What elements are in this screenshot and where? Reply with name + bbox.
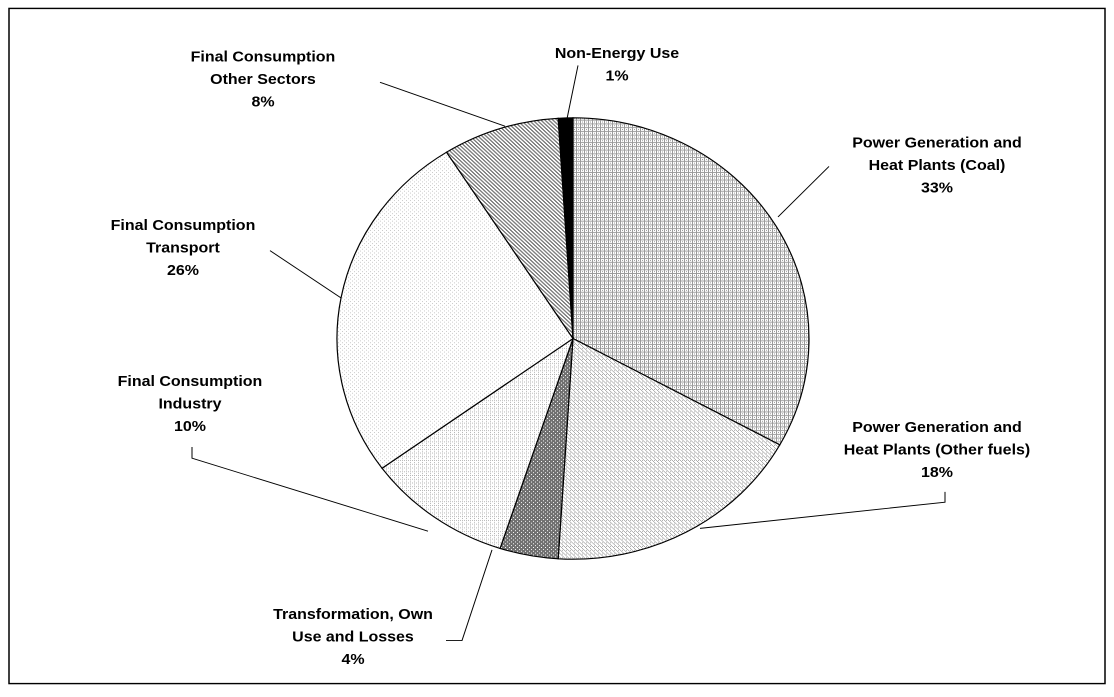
- leader-line: [566, 65, 579, 119]
- slice-label: Transformation, Own Use and Losses: [273, 607, 433, 646]
- leader-line: [269, 250, 344, 300]
- value-label: 33%: [921, 180, 953, 196]
- slice-label: Final Consumption Other Sectors: [191, 49, 336, 88]
- value-label: 26%: [167, 262, 199, 278]
- leader-line: [191, 446, 429, 532]
- value-label: 18%: [921, 464, 953, 480]
- leader-line: [379, 81, 506, 127]
- slice-label: Non-Energy Use: [555, 45, 680, 61]
- leader-line: [446, 549, 493, 642]
- value-label: 10%: [174, 419, 206, 435]
- leader-line: [777, 166, 830, 218]
- leader-lines: [191, 65, 946, 642]
- value-label: 4%: [341, 651, 364, 667]
- slice-label: Final Consumption Industry: [118, 374, 263, 413]
- pie-slice: [381, 337, 575, 550]
- leader-line: [699, 491, 946, 529]
- value-label: 1%: [605, 68, 628, 84]
- pie-slice: [336, 151, 574, 470]
- slice-label: Power Generation and Heat Plants (Other f…: [844, 419, 1030, 458]
- slice-label: Power Generation and Heat Plants (Coal): [852, 135, 1022, 174]
- pie-slice: [557, 117, 574, 339]
- pie-slice: [572, 117, 810, 446]
- pie-slice: [557, 337, 781, 560]
- value-label: 8%: [251, 94, 274, 110]
- slice-label: Final Consumption Transport: [111, 217, 256, 256]
- pie-slice: [445, 117, 574, 339]
